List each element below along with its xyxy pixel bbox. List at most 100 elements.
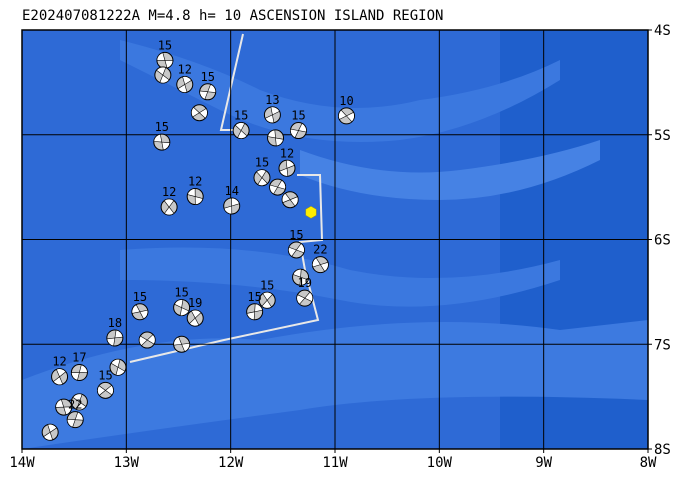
beachball-quadrant <box>66 411 84 428</box>
y-tick-label: 5S <box>654 128 671 144</box>
depth-label: 18 <box>108 316 122 330</box>
y-tick-label: 8S <box>654 442 671 458</box>
beachball-quadrant <box>153 133 171 151</box>
focal-mechanism <box>173 335 191 353</box>
focal-mechanism: 15 <box>199 70 217 101</box>
ticks: 14W 13W 12W 11W 10W 9W 8W 4S 5S 6S 7S 8S <box>9 23 671 471</box>
focal-mechanism: 15 <box>246 290 264 321</box>
depth-label: 14 <box>224 184 238 198</box>
focal-mechanism: 15 <box>153 120 171 151</box>
beachball-quadrant <box>173 336 190 352</box>
y-tick-label: 7S <box>654 337 671 353</box>
focal-mechanism <box>109 358 127 376</box>
x-tick-label: 8W <box>640 455 657 471</box>
beachball-quadrant <box>292 268 309 286</box>
focal-mechanism: 15 <box>131 290 149 321</box>
focal-mechanism <box>138 331 156 349</box>
focal-mechanism <box>267 129 285 147</box>
x-tick-label: 14W <box>9 455 35 471</box>
x-tick-label: 12W <box>218 455 244 471</box>
depth-label: 15 <box>289 228 303 242</box>
focal-mechanism: 12 <box>176 62 194 93</box>
map-title: E202407081222A M=4.8 h= 10 ASCENSION ISL… <box>22 8 443 24</box>
focal-mechanism: 13 <box>263 93 281 124</box>
beachball-quadrant <box>264 106 281 124</box>
beachball-quadrant <box>269 179 286 195</box>
beachball-quadrant <box>261 291 273 309</box>
focal-mechanism: 15 <box>258 278 276 309</box>
beachball-quadrant <box>43 423 58 441</box>
focal-mechanism: 19 <box>186 296 204 327</box>
x-tick-label: 13W <box>114 455 140 471</box>
beachball-quadrant <box>131 304 149 320</box>
depth-label: 12 <box>162 185 176 199</box>
beachball-quadrant <box>163 198 175 216</box>
focal-mechanism: 15 <box>253 156 271 187</box>
focal-mechanism <box>154 66 172 84</box>
beachball-quadrant <box>71 364 88 381</box>
beachball-quadrant <box>338 109 355 123</box>
x-tick-label: 9W <box>535 455 552 471</box>
beachball-quadrant <box>290 122 307 139</box>
beachball-quadrant <box>288 243 305 257</box>
depth-label: 22 <box>313 243 327 257</box>
focal-mechanism: 22 <box>66 398 84 429</box>
focal-mechanism: 17 <box>70 351 88 382</box>
beachball-quadrant <box>72 393 87 411</box>
beachball-quadrant <box>312 257 329 272</box>
depth-label: 22 <box>68 398 82 412</box>
depth-label: 15 <box>158 38 172 52</box>
beachball-quadrant <box>267 129 284 147</box>
depth-label: 15 <box>234 109 248 123</box>
beachball-quadrant <box>174 299 190 316</box>
focal-mechanism: 10 <box>337 94 355 125</box>
focal-mechanism: 18 <box>106 316 124 347</box>
beachball-quadrant <box>256 169 268 186</box>
beachball-quadrant <box>188 309 202 327</box>
depth-label: 19 <box>298 276 312 290</box>
focal-mechanism: 12 <box>51 355 69 386</box>
beachball-quadrant <box>138 334 156 347</box>
depth-label: 12 <box>280 146 294 160</box>
epicenter <box>305 206 317 219</box>
beachball-quadrant <box>106 329 124 347</box>
depth-label: 12 <box>188 175 202 189</box>
beachball-quadrant <box>97 384 114 396</box>
x-tick-label: 10W <box>427 455 453 471</box>
beachball-quadrant <box>156 66 170 84</box>
beachball-quadrant <box>52 368 67 385</box>
depth-label: 15 <box>260 278 274 292</box>
focal-mechanism: 12 <box>186 175 204 206</box>
focal-mechanism <box>292 268 310 286</box>
beachball-quadrant <box>199 83 217 100</box>
depth-label: 15 <box>98 368 112 382</box>
focal-mechanism: 12 <box>160 185 178 216</box>
beachball-quadrant <box>177 76 193 93</box>
depth-label: 19 <box>188 296 202 310</box>
depth-label: 15 <box>291 109 305 123</box>
depth-label: 15 <box>155 120 169 134</box>
focal-mechanism: 15 <box>232 109 250 140</box>
depth-label: 15 <box>255 156 269 170</box>
beachball-quadrant <box>246 303 263 321</box>
depth-label: 15 <box>174 286 188 300</box>
focal-mechanism: 15 <box>173 286 191 317</box>
focal-mechanism <box>41 423 59 441</box>
beachball-quadrant <box>55 399 73 416</box>
beachball-quadrant <box>234 122 248 139</box>
focal-mechanism <box>70 393 88 411</box>
depth-label: 15 <box>200 70 214 84</box>
y-tick-label: 6S <box>654 233 671 249</box>
focal-mechanism <box>55 398 73 416</box>
focal-mechanism: 15 <box>96 368 114 399</box>
depth-label: 12 <box>52 355 66 369</box>
focal-mechanism <box>190 104 208 122</box>
focal-mechanism: 12 <box>278 146 296 177</box>
beachball-quadrant <box>191 106 208 119</box>
depth-label: 12 <box>178 62 192 76</box>
focal-mechanism <box>269 178 287 196</box>
focal-mechanism: 22 <box>311 243 329 274</box>
